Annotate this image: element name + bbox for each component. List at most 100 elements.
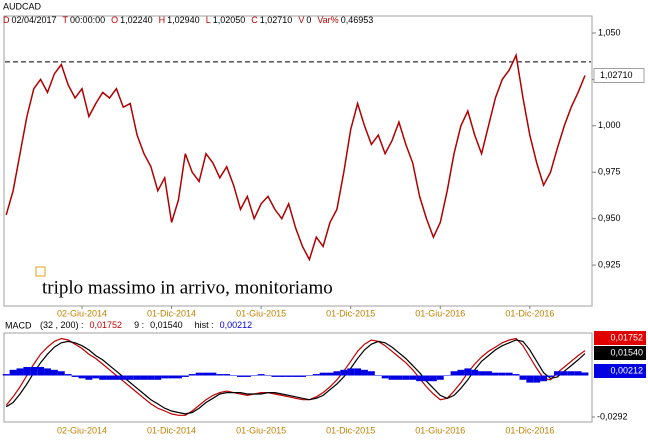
hist-bar xyxy=(305,375,313,377)
hist-bar xyxy=(436,375,444,380)
header-value: 1,02240 xyxy=(120,15,153,25)
hist-bar xyxy=(30,366,38,376)
x-tick-label: 01-Giu-2015 xyxy=(236,308,286,318)
hist-bar xyxy=(581,372,589,376)
price-line xyxy=(5,52,586,262)
x-tick-label: 01-Giu-2016 xyxy=(415,308,465,318)
legend-value: 0,00212 xyxy=(220,320,253,330)
hist-bar xyxy=(2,374,10,376)
hist-bar xyxy=(443,375,451,377)
x-tick-label: 01-Dic-2014 xyxy=(147,308,196,318)
hist-bar xyxy=(230,375,238,377)
header-value: 02/04/2017 xyxy=(12,15,57,25)
price-panel xyxy=(3,15,593,307)
hist-bar xyxy=(429,375,437,382)
hist-bar xyxy=(126,375,134,380)
hist-bar xyxy=(175,375,182,379)
hist-bar xyxy=(533,375,541,383)
hist-bar xyxy=(347,368,355,376)
header-value: 00:00:00 xyxy=(70,15,105,25)
hist-bar xyxy=(312,374,320,376)
hist-bar xyxy=(292,375,300,377)
hist-bar xyxy=(560,371,568,376)
hist-bar xyxy=(478,371,486,376)
annotation: triplo massimo in arrivo, monitoriamo xyxy=(42,277,333,298)
hist-bar xyxy=(264,375,272,377)
hist-bar xyxy=(161,375,169,379)
legend-value: 0,01540 xyxy=(150,320,183,330)
y-tick-label: 0,975 xyxy=(598,167,621,177)
hist-bar xyxy=(471,369,479,376)
last-price-label: 1,02710 xyxy=(600,70,633,80)
hist-bar xyxy=(574,371,582,376)
hist-bar xyxy=(188,374,196,376)
header-key: T xyxy=(63,15,69,25)
hist-bar xyxy=(395,375,403,380)
hist-bar xyxy=(223,374,231,376)
hist-bar xyxy=(99,375,107,380)
header-value: 0,46953 xyxy=(341,15,374,25)
hist-bar xyxy=(354,368,362,376)
hist-bar xyxy=(154,375,162,380)
hist-bar xyxy=(250,375,258,377)
hist-bar xyxy=(271,375,279,377)
y-tick-label: 1,050 xyxy=(598,27,621,37)
hist-bar xyxy=(195,372,203,376)
hist-bar xyxy=(202,372,210,376)
y-tick-label: 1,000 xyxy=(598,120,621,130)
hist-bar xyxy=(485,371,492,376)
macd-title: MACD xyxy=(5,320,32,330)
hist-bar xyxy=(71,375,79,377)
hist-bar xyxy=(540,375,548,382)
header: D 02/04/2017 T 00:00:00 O 1,02240 H 1,02940 L 1,0… xyxy=(3,15,373,25)
header-key: L xyxy=(206,15,211,25)
hist-bar xyxy=(16,368,24,376)
hist-bar xyxy=(78,375,86,379)
hist-bar xyxy=(464,368,472,376)
hist-bar xyxy=(23,366,31,376)
hist-bar xyxy=(416,375,424,382)
hist-bar xyxy=(512,374,520,376)
hist-bar xyxy=(491,372,499,376)
value-box xyxy=(594,364,646,378)
hist-bar xyxy=(181,375,189,377)
y-tick-label: 0,925 xyxy=(598,259,621,269)
y-tick-label: -0,0292 xyxy=(597,411,628,421)
hist-bar xyxy=(526,375,534,383)
header-value: 0 xyxy=(306,15,311,25)
legend-name: (32 , 200) : xyxy=(40,320,84,330)
hist-bar xyxy=(423,375,430,382)
x-tick-label: 01-Dic-2016 xyxy=(505,308,554,318)
legend-name: 9 : xyxy=(134,320,144,330)
header-value: 1,02710 xyxy=(260,15,293,25)
hist-bar xyxy=(168,375,176,379)
hist-bar xyxy=(64,374,72,376)
value-box-label: 0,01540 xyxy=(610,347,643,357)
annotation-marker xyxy=(35,266,46,277)
macd-panel xyxy=(3,332,593,423)
hist-bar xyxy=(119,375,127,380)
hist-bar xyxy=(388,375,396,380)
value-box-label: 0,00212 xyxy=(610,365,643,375)
x-tick-label: 02-Giu-2014 xyxy=(57,425,107,435)
hist-bar xyxy=(112,375,120,380)
hist-bar xyxy=(299,375,306,377)
hist-bar xyxy=(505,372,513,376)
hist-bar xyxy=(285,375,293,377)
hist-bar xyxy=(237,375,244,377)
hist-bar xyxy=(457,369,465,376)
x-tick-label: 01-Giu-2016 xyxy=(415,425,465,435)
header-value: 1,02940 xyxy=(167,15,200,25)
header-key: O xyxy=(111,15,118,25)
hist-bar xyxy=(92,375,100,379)
header-key: Var% xyxy=(317,15,338,25)
hist-bar xyxy=(50,369,58,376)
hist-bar xyxy=(326,372,334,376)
hist-bar xyxy=(547,375,554,377)
hist-bar xyxy=(340,369,348,376)
y-tick-label: 0,950 xyxy=(598,213,621,223)
hist-bar xyxy=(278,375,286,377)
hist-bar xyxy=(243,375,251,377)
